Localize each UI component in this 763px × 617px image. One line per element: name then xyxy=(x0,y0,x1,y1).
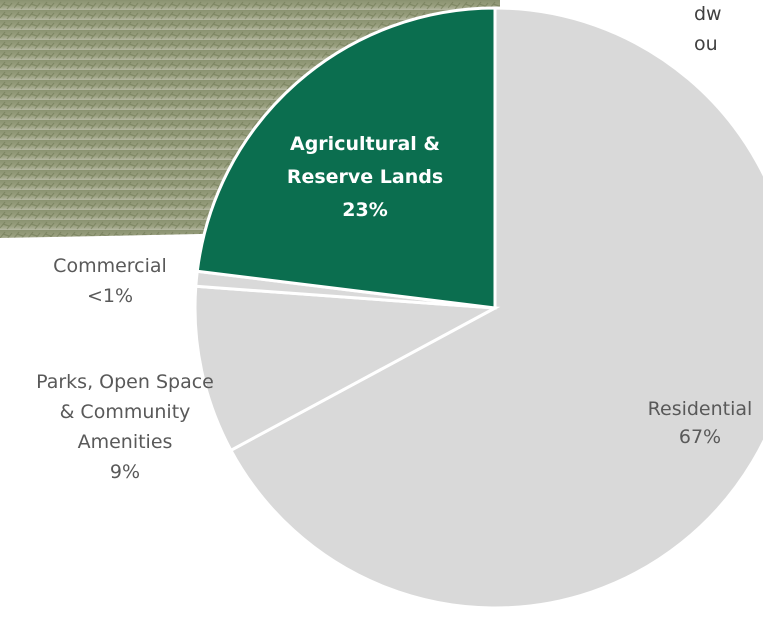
slice-label: Parks, Open Space & Community Amenities xyxy=(36,371,214,453)
pie-slice xyxy=(193,284,501,453)
value-label: 9% xyxy=(110,461,140,483)
annotation: ou xyxy=(694,33,718,55)
value-label: 23% xyxy=(342,199,387,221)
value-label: 67% xyxy=(679,426,721,448)
pie-slice xyxy=(195,6,497,310)
value-label: <1% xyxy=(87,285,133,307)
annotation: dw xyxy=(694,3,722,25)
slice-label: Commercial xyxy=(53,255,167,277)
slice-label: Agricultural & Reserve Lands xyxy=(287,133,443,188)
slice-label: Residential xyxy=(648,398,753,420)
